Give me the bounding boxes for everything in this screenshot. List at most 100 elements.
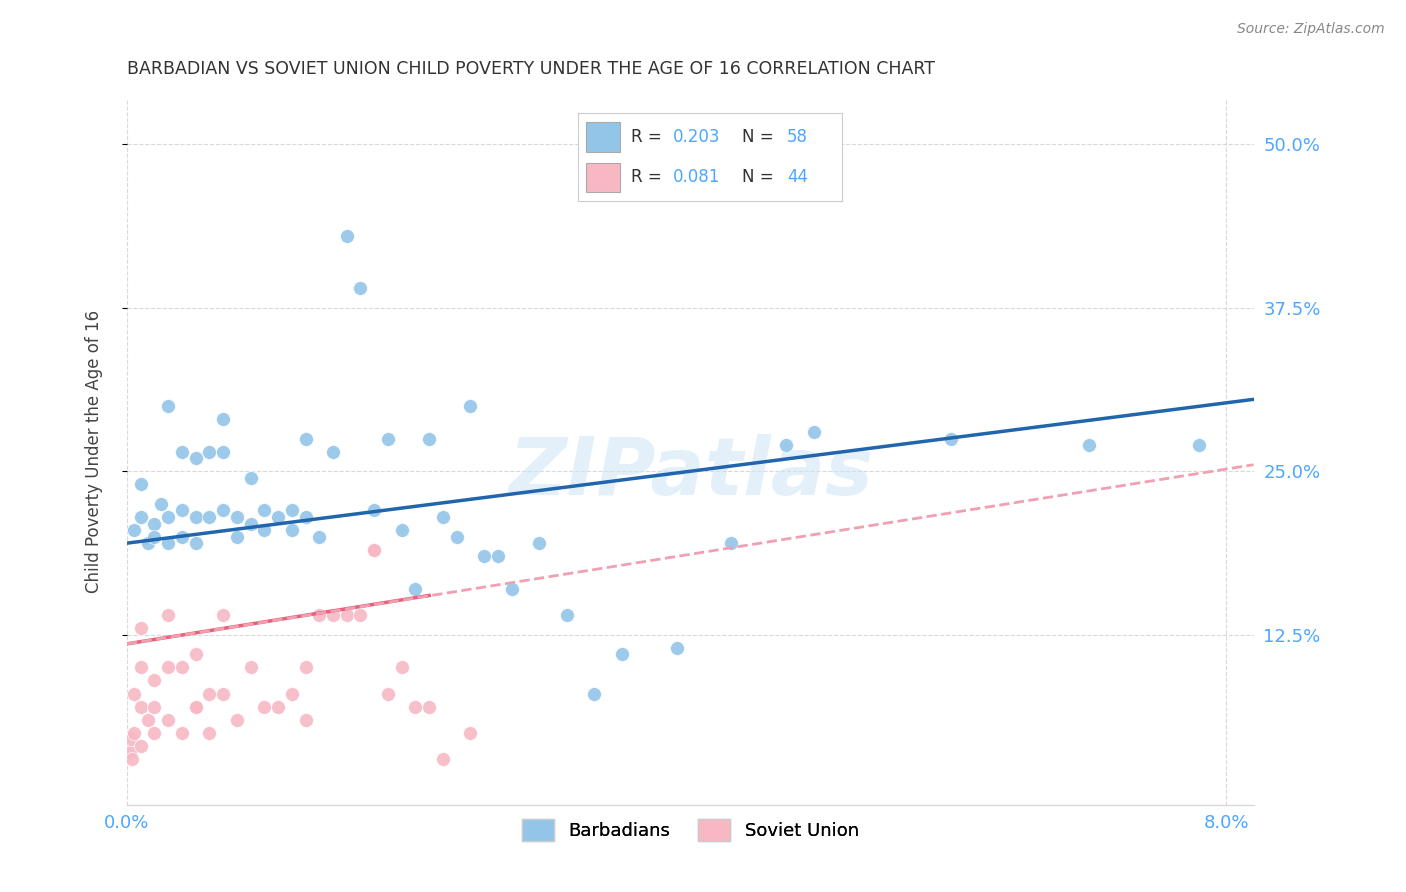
Text: Source: ZipAtlas.com: Source: ZipAtlas.com bbox=[1237, 22, 1385, 37]
Point bbox=[1188, 438, 1211, 452]
Point bbox=[555, 608, 578, 623]
Point bbox=[336, 228, 359, 243]
Text: BARBADIAN VS SOVIET UNION CHILD POVERTY UNDER THE AGE OF 16 CORRELATION CHART: BARBADIAN VS SOVIET UNION CHILD POVERTY … bbox=[127, 60, 935, 78]
Point bbox=[212, 444, 235, 458]
Point bbox=[129, 699, 152, 714]
Point bbox=[212, 412, 235, 426]
Point bbox=[432, 510, 454, 524]
Point bbox=[212, 687, 235, 701]
Point bbox=[322, 444, 344, 458]
Point bbox=[253, 699, 276, 714]
Point bbox=[121, 752, 143, 766]
Legend: Barbadians, Soviet Union: Barbadians, Soviet Union bbox=[515, 812, 866, 848]
Point bbox=[720, 536, 742, 550]
Text: ZIPatlas: ZIPatlas bbox=[508, 434, 873, 512]
Point bbox=[212, 503, 235, 517]
Point bbox=[363, 542, 385, 557]
Point bbox=[239, 516, 262, 531]
Point bbox=[143, 673, 166, 688]
Point bbox=[363, 503, 385, 517]
Point bbox=[198, 444, 221, 458]
Point bbox=[501, 582, 523, 596]
Point bbox=[349, 281, 371, 295]
Y-axis label: Child Poverty Under the Age of 16: Child Poverty Under the Age of 16 bbox=[86, 310, 103, 593]
Point bbox=[198, 687, 221, 701]
Point bbox=[281, 523, 304, 537]
Point bbox=[212, 608, 235, 623]
Point bbox=[377, 687, 399, 701]
Point bbox=[460, 399, 482, 413]
Point bbox=[129, 621, 152, 635]
Point bbox=[122, 725, 145, 739]
Point bbox=[129, 477, 152, 491]
Point bbox=[363, 542, 385, 557]
Point bbox=[136, 536, 159, 550]
Point bbox=[583, 687, 606, 701]
Point bbox=[170, 660, 193, 674]
Point bbox=[170, 530, 193, 544]
Point bbox=[267, 510, 290, 524]
Point bbox=[294, 660, 316, 674]
Point bbox=[122, 523, 145, 537]
Point bbox=[136, 713, 159, 727]
Point bbox=[150, 497, 173, 511]
Point bbox=[122, 687, 145, 701]
Point bbox=[281, 687, 304, 701]
Point bbox=[170, 503, 193, 517]
Point bbox=[267, 699, 290, 714]
Point bbox=[418, 699, 440, 714]
Point bbox=[294, 432, 316, 446]
Point bbox=[253, 523, 276, 537]
Point bbox=[198, 510, 221, 524]
Point bbox=[143, 516, 166, 531]
Point bbox=[610, 648, 633, 662]
Point bbox=[294, 510, 316, 524]
Point bbox=[184, 536, 207, 550]
Point bbox=[391, 660, 413, 674]
Point bbox=[184, 451, 207, 466]
Point bbox=[157, 399, 180, 413]
Point bbox=[129, 739, 152, 753]
Point bbox=[336, 608, 359, 623]
Point bbox=[349, 608, 371, 623]
Point bbox=[143, 530, 166, 544]
Point bbox=[143, 699, 166, 714]
Point bbox=[225, 510, 247, 524]
Point bbox=[432, 752, 454, 766]
Point bbox=[775, 438, 797, 452]
Point bbox=[404, 699, 426, 714]
Point bbox=[486, 549, 509, 564]
Point bbox=[225, 713, 247, 727]
Point bbox=[157, 510, 180, 524]
Point bbox=[198, 725, 221, 739]
Point bbox=[170, 725, 193, 739]
Point bbox=[322, 608, 344, 623]
Point bbox=[308, 608, 330, 623]
Point bbox=[118, 745, 141, 759]
Point bbox=[308, 530, 330, 544]
Point bbox=[120, 732, 142, 747]
Point bbox=[170, 444, 193, 458]
Point bbox=[418, 432, 440, 446]
Point bbox=[143, 725, 166, 739]
Point bbox=[281, 503, 304, 517]
Point bbox=[665, 640, 688, 655]
Point bbox=[446, 530, 468, 544]
Point bbox=[129, 510, 152, 524]
Point bbox=[472, 549, 495, 564]
Point bbox=[377, 432, 399, 446]
Point bbox=[225, 530, 247, 544]
Point bbox=[184, 648, 207, 662]
Point bbox=[404, 582, 426, 596]
Point bbox=[239, 660, 262, 674]
Point bbox=[129, 660, 152, 674]
Point bbox=[157, 713, 180, 727]
Point bbox=[294, 713, 316, 727]
Point bbox=[184, 510, 207, 524]
Point bbox=[1077, 438, 1099, 452]
Point bbox=[239, 471, 262, 485]
Point bbox=[253, 503, 276, 517]
Point bbox=[527, 536, 550, 550]
Point bbox=[157, 660, 180, 674]
Point bbox=[391, 523, 413, 537]
